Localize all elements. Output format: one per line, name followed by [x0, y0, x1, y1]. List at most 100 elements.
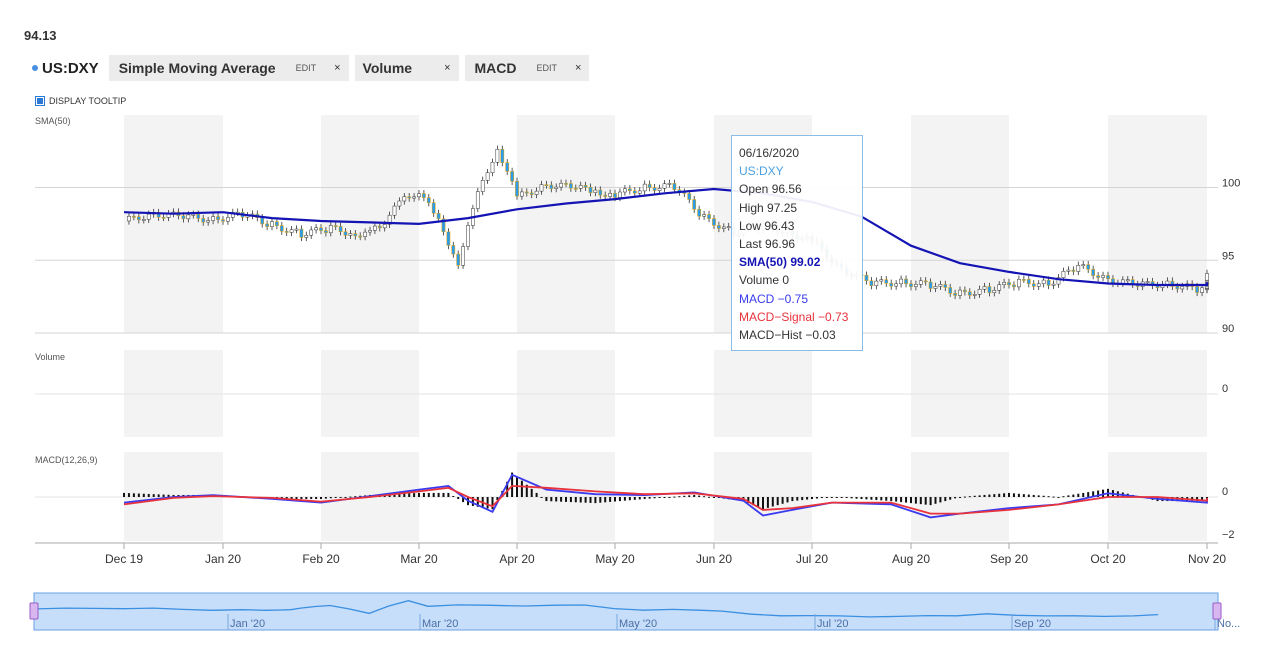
study-chip-macd[interactable]: MACD EDIT × [464, 55, 590, 81]
macd-hist-bar [486, 497, 489, 509]
macd-hist-bar [791, 497, 794, 502]
candle-body [1022, 279, 1026, 281]
macd-hist-bar [658, 497, 661, 498]
candle-body [544, 184, 549, 187]
macd-hist-bar [628, 497, 631, 501]
candle-body [647, 183, 652, 188]
navigator-tick-label: May '20 [619, 618, 657, 630]
macd-hist-bar [929, 497, 932, 506]
macd-hist-bar [771, 497, 774, 507]
macd-hist-bar [413, 493, 416, 497]
candle-body [564, 183, 568, 185]
candle-body [953, 293, 957, 296]
y-tick-label: 90 [1222, 323, 1234, 335]
macd-hist-bar [344, 497, 347, 498]
macd-hist-bar [875, 497, 878, 501]
navigator-handle-left[interactable] [29, 602, 39, 620]
edit-macd-button[interactable]: EDIT [536, 63, 558, 73]
candle-body [717, 225, 721, 229]
symbol-dot-icon [32, 65, 38, 71]
macd-hist-bar [919, 497, 922, 505]
macd-hist-bar [1201, 497, 1204, 502]
macd-hist-bar [1196, 497, 1199, 502]
macd-hist-bar [954, 497, 957, 499]
month-band [517, 115, 615, 333]
macd-hist-bar [840, 497, 843, 498]
macd-hist-bar [320, 497, 322, 500]
candle-body [697, 209, 701, 217]
close-macd-icon[interactable]: × [575, 62, 582, 74]
close-sma-icon[interactable]: × [334, 62, 341, 74]
navigator-handle-right[interactable] [1212, 602, 1222, 620]
candle-body [490, 162, 495, 173]
candle-body [707, 214, 711, 219]
symbol-label[interactable]: US:DXY [32, 60, 99, 77]
candle-body [632, 190, 637, 194]
checkbox-icon[interactable] [35, 96, 45, 106]
candle-body [505, 162, 510, 172]
macd-hist-bar [398, 493, 401, 497]
macd-hist-bar [123, 492, 125, 497]
candle-body [1145, 281, 1150, 283]
macd-hist-bar [648, 497, 651, 499]
macd-hist-bar [172, 494, 175, 497]
macd-hist-bar [339, 497, 342, 498]
tooltip-volume: Volume 0 [739, 273, 790, 288]
macd-hist-bar [835, 497, 838, 498]
macd-hist-bar [865, 497, 868, 500]
candle-body [520, 191, 524, 197]
study-chip-sma[interactable]: Simple Moving Average EDIT × [108, 55, 349, 81]
candle-body [559, 183, 563, 188]
macd-hist-bar [1008, 492, 1010, 497]
candle-body [417, 193, 421, 198]
candle-body [1200, 287, 1204, 293]
candle-body [928, 281, 933, 289]
display-tooltip-toggle[interactable]: DISPLAY TOOLTIP [35, 96, 126, 106]
candle-body [967, 291, 972, 296]
macd-hist-bar [457, 497, 460, 500]
candle-body [687, 193, 692, 200]
tooltip-symbol: US:DXY [739, 164, 784, 179]
panel-label-macd: MACD(12,26,9) [35, 455, 98, 465]
x-tick-label: Sep 20 [990, 552, 1028, 566]
close-volume-icon[interactable]: × [444, 62, 451, 74]
study-chip-volume[interactable]: Volume × [354, 55, 459, 81]
candle-body [569, 183, 573, 189]
candle-body [909, 283, 913, 287]
macd-hist-bar [1097, 490, 1100, 497]
macd-hist-bar [324, 497, 327, 499]
candle-body [721, 226, 726, 229]
macd-hist-bar [565, 497, 567, 502]
candle-body [500, 149, 505, 163]
candle-body [265, 223, 269, 227]
macd-hist-bar [703, 496, 706, 498]
macd-hist-bar [895, 497, 898, 502]
candle-body [1086, 264, 1091, 270]
candle-body [628, 188, 632, 192]
candle-body [1091, 269, 1096, 276]
x-tick-label: Jul 20 [796, 552, 828, 566]
macd-hist-bar [752, 497, 755, 506]
candle-body [422, 193, 426, 198]
macd-y-tick: 0 [1222, 486, 1228, 498]
macd-hist-bar [801, 497, 804, 501]
macd-hist-bar [1047, 496, 1050, 498]
tooltip-sma: SMA(50) 99.02 [739, 255, 821, 270]
macd-hist-bar [968, 496, 971, 498]
edit-sma-button[interactable]: EDIT [295, 63, 317, 73]
macd-hist-bar [830, 497, 833, 498]
macd-hist-bar [678, 496, 681, 498]
candle-body [884, 279, 889, 284]
last-price: 94.13 [24, 28, 57, 43]
macd-hist-bar [132, 493, 135, 497]
candle-body [441, 218, 446, 233]
macd-hist-bar [579, 497, 582, 503]
candle-body [186, 214, 191, 220]
candle-body [1017, 279, 1021, 288]
candle-body [672, 183, 677, 190]
macd-hist-bar [471, 497, 474, 506]
candle-body [889, 282, 894, 287]
candle-body [1170, 280, 1175, 287]
candle-body [191, 213, 196, 216]
